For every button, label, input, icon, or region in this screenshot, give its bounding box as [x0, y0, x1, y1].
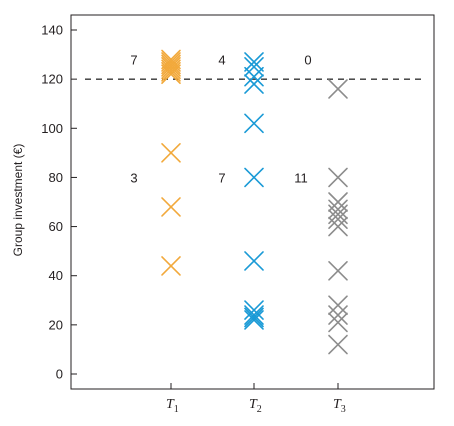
- x-tick-label-main: T: [333, 397, 342, 412]
- x-tick-label-main: T: [166, 397, 175, 412]
- data-point-cross: [161, 143, 181, 163]
- data-point-cross: [244, 74, 264, 94]
- data-point-cross: [161, 64, 181, 85]
- cross-stroke: [244, 251, 264, 271]
- data-point-cross: [244, 66, 264, 87]
- data-point-cross: [244, 310, 264, 330]
- x-tick-label: T1: [166, 397, 179, 415]
- data-point-cross: [244, 57, 264, 77]
- cross-stroke: [244, 310, 264, 330]
- count-above-label: 0: [304, 52, 311, 67]
- data-point-cross: [244, 52, 264, 72]
- cross-stroke: [244, 113, 264, 134]
- cross-stroke: [244, 167, 264, 188]
- y-tick-label: 80: [49, 170, 63, 185]
- y-axis-title-group: Group investment (€): [11, 144, 25, 257]
- x-tick-label: T3: [333, 397, 346, 415]
- count-above-label: 7: [130, 52, 137, 67]
- y-axis-title: Group investment (€): [11, 144, 25, 257]
- cross-stroke: [244, 300, 264, 320]
- y-tick-label: 120: [41, 72, 63, 87]
- cross-stroke: [244, 52, 264, 72]
- x-tick-label-subscript: 3: [341, 404, 346, 415]
- data-point-cross: [328, 216, 348, 237]
- count-above-label: 4: [218, 52, 225, 67]
- data-point-cross: [244, 300, 264, 320]
- data-point-cross: [244, 251, 264, 271]
- cross-stroke: [244, 307, 264, 328]
- cross-stroke: [328, 334, 348, 355]
- x-tick-label-subscript: 1: [174, 404, 179, 415]
- data-point-cross: [161, 57, 181, 77]
- data-point-cross: [161, 256, 181, 276]
- y-tick-label: 40: [49, 268, 63, 283]
- plot-frame: [70, 14, 435, 390]
- y-tick-label: 0: [56, 367, 63, 382]
- cross-stroke: [244, 74, 264, 94]
- cross-stroke: [328, 305, 348, 325]
- cross-stroke: [161, 61, 181, 82]
- cross-stroke: [244, 57, 264, 77]
- cross-stroke: [328, 199, 348, 220]
- cross-stroke: [161, 59, 181, 80]
- cross-stroke: [161, 57, 181, 77]
- cross-stroke: [328, 216, 348, 237]
- data-point-cross: [328, 199, 348, 220]
- count-below-label: 7: [218, 170, 225, 185]
- data-point-cross: [328, 312, 348, 333]
- y-axis: 0 20 40 60 80 100 120 140: [41, 23, 77, 382]
- y-tick-label: 100: [41, 121, 63, 136]
- data-point-cross: [244, 113, 264, 134]
- x-axis: T1 T2 T3: [166, 383, 346, 415]
- data-points: [161, 49, 348, 355]
- y-tick-label: 60: [49, 219, 63, 234]
- count-below-label: 3: [130, 170, 137, 185]
- cross-stroke: [328, 79, 348, 99]
- cross-stroke: [328, 312, 348, 333]
- count-labels: 7 4 0 3 7 11: [130, 52, 311, 185]
- cross-stroke: [244, 66, 264, 87]
- data-point-cross: [328, 260, 348, 281]
- cross-stroke: [244, 305, 264, 325]
- cross-stroke: [328, 295, 348, 316]
- data-point-cross: [161, 59, 181, 80]
- x-tick-label-subscript: 2: [257, 404, 262, 415]
- data-point-cross: [328, 79, 348, 99]
- y-tick-label: 140: [41, 23, 63, 38]
- data-point-cross: [328, 167, 348, 188]
- cross-stroke: [161, 64, 181, 85]
- data-point-cross: [161, 54, 181, 75]
- y-tick-label: 20: [49, 317, 63, 332]
- cross-stroke: [161, 54, 181, 75]
- cross-stroke: [161, 197, 181, 217]
- data-point-cross: [328, 295, 348, 316]
- data-point-cross: [244, 167, 264, 188]
- data-point-cross: [328, 209, 348, 229]
- x-tick-label-main: T: [249, 397, 258, 412]
- cross-stroke: [328, 209, 348, 229]
- data-point-cross: [244, 305, 264, 325]
- cross-stroke: [328, 167, 348, 188]
- data-point-cross: [161, 61, 181, 82]
- count-below-label: 11: [294, 170, 308, 185]
- cross-stroke: [161, 143, 181, 163]
- data-point-cross: [328, 334, 348, 355]
- x-tick-label: T2: [249, 397, 262, 415]
- data-point-cross: [244, 307, 264, 328]
- data-point-cross: [328, 305, 348, 325]
- cross-stroke: [161, 256, 181, 276]
- cross-stroke: [328, 260, 348, 281]
- data-point-cross: [161, 197, 181, 217]
